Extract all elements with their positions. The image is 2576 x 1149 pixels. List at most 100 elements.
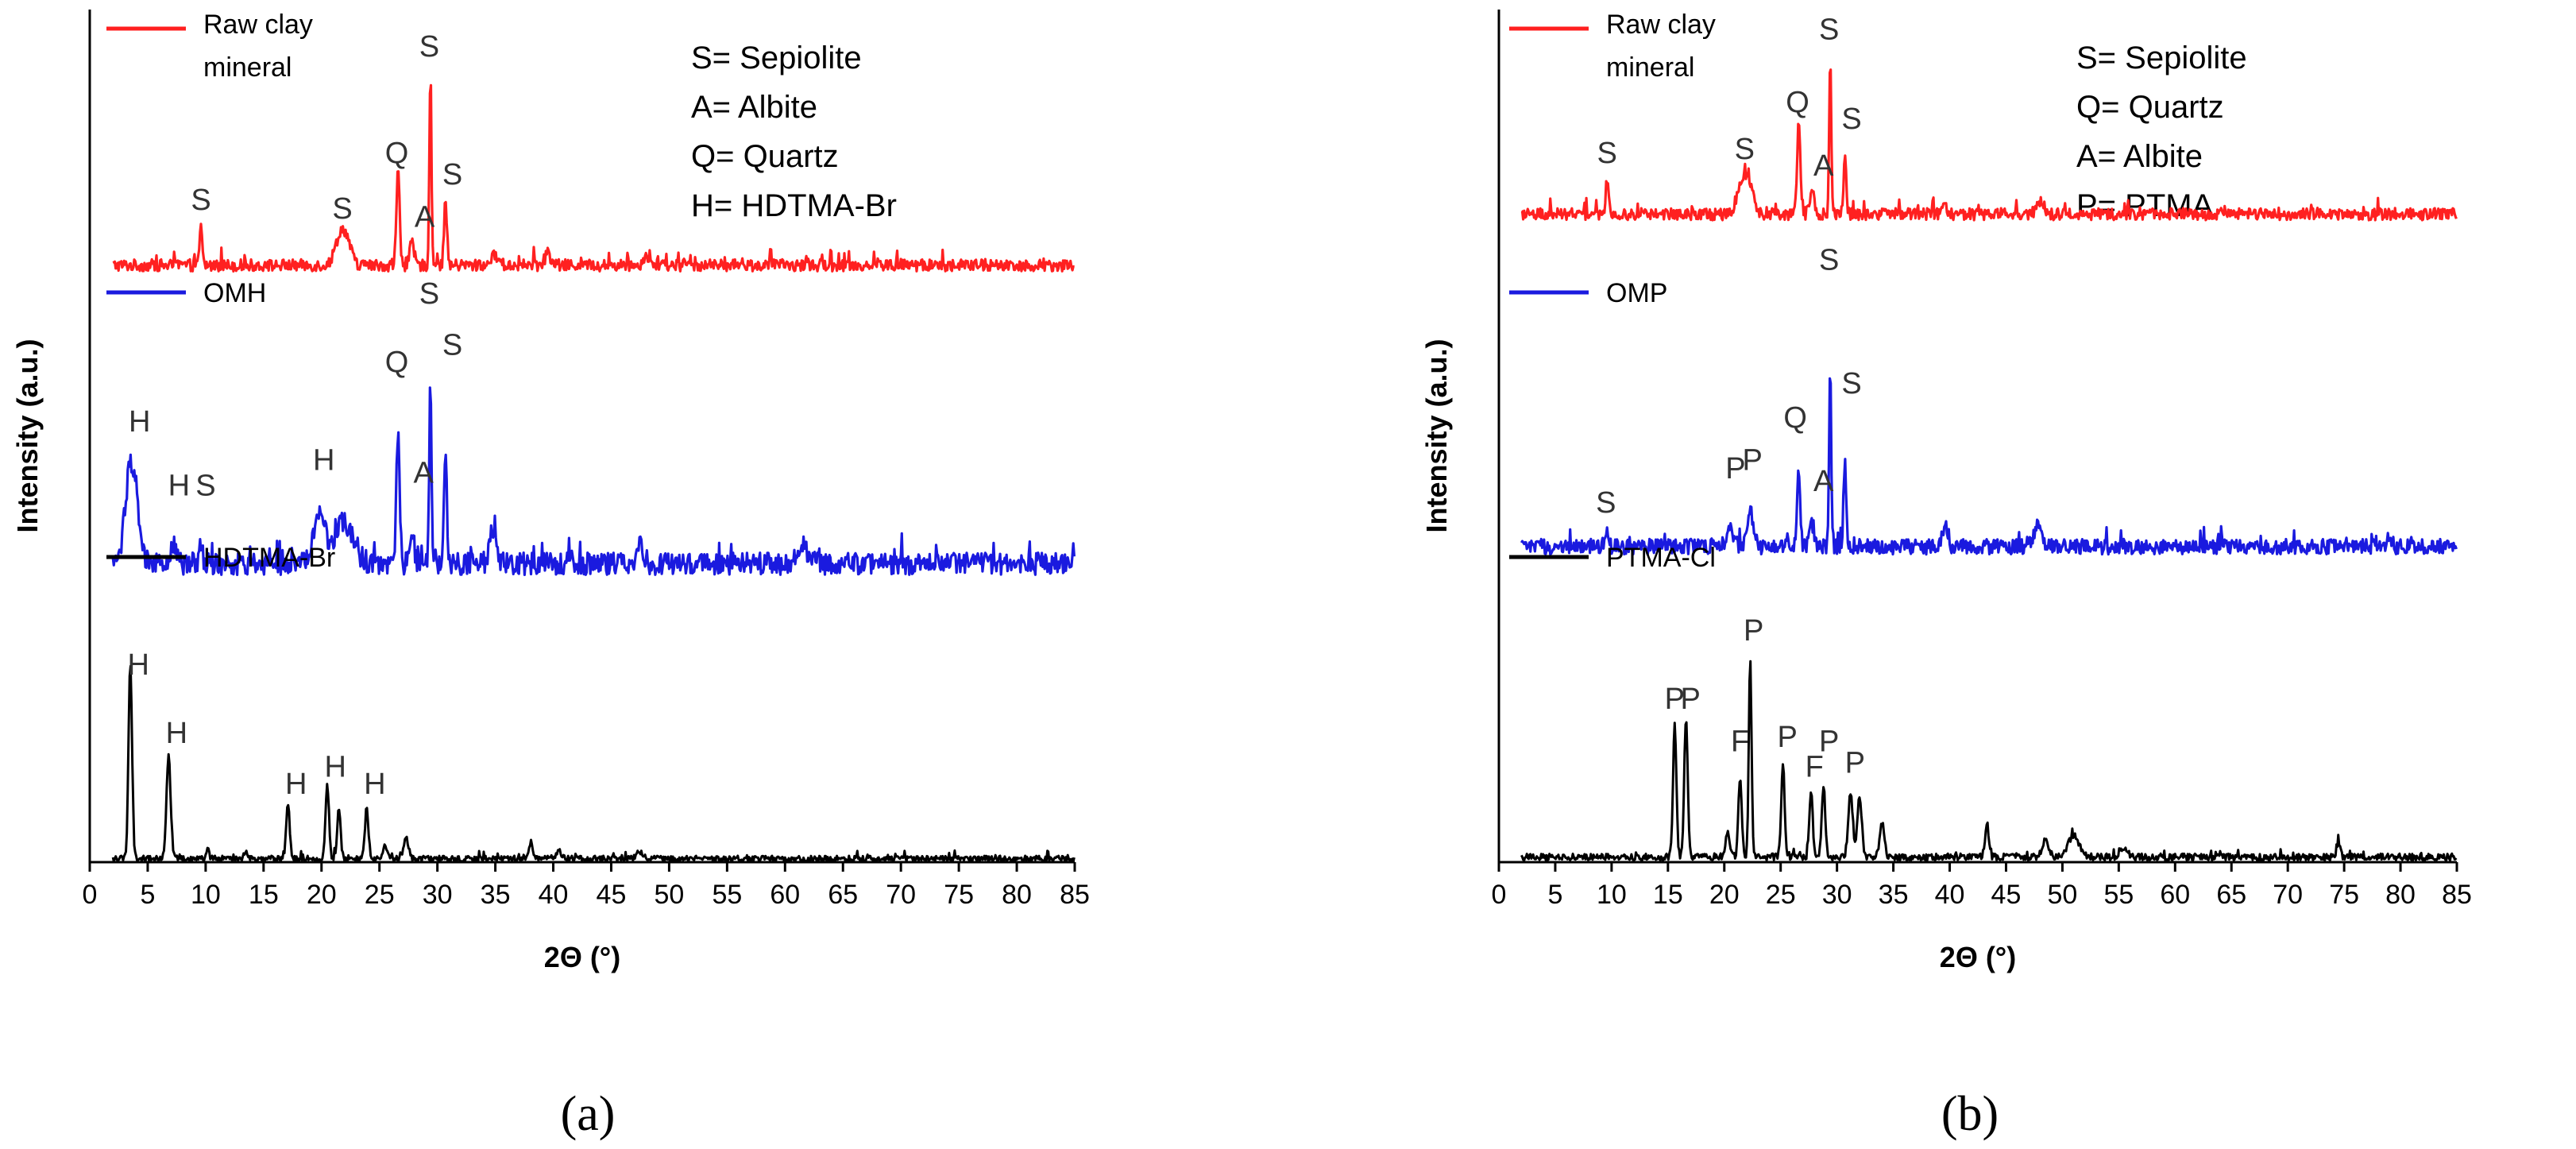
peak-label: S: [1596, 486, 1616, 520]
peak-label: S: [419, 30, 439, 64]
peak-label: A: [1813, 465, 1834, 498]
peak-label: P: [1845, 746, 1865, 780]
peak-label: A: [1813, 149, 1834, 183]
peak-label: S: [1841, 367, 1861, 400]
x-axis-title: 2Θ (°): [544, 941, 620, 973]
x-tick-label: 10: [1597, 880, 1627, 910]
x-tick-label: 55: [2103, 880, 2134, 910]
peak-label: Q: [1783, 401, 1807, 435]
peak-label: P: [1744, 614, 1763, 648]
x-tick-label: 65: [2216, 880, 2246, 910]
x-tick-label: 80: [2385, 880, 2416, 910]
x-tick-label: 20: [1709, 880, 1740, 910]
peak-label: P: [1819, 725, 1839, 759]
x-tick-label: 60: [2160, 880, 2190, 910]
x-tick-label: 30: [1822, 880, 1852, 910]
peak-label: H: [166, 717, 187, 750]
peak-label: S: [442, 329, 462, 362]
x-tick-label: 70: [2273, 880, 2303, 910]
peak-label: S: [442, 158, 462, 192]
peak-label: H: [168, 470, 190, 503]
chart-panel-a: 0 5 10 15 20 25 30 35 40 45 50 55 60 65 70 75 80 85 2Θ (°)…: [11, 10, 1090, 1141]
legend-label: mineral: [1606, 52, 1694, 83]
peak-label: H: [364, 768, 385, 801]
peak-label: S: [1735, 133, 1755, 166]
legend-label: mineral: [203, 52, 292, 83]
x-tick-label: 35: [1879, 880, 1909, 910]
x-tick-label: 15: [249, 880, 279, 910]
x-tick-label: 5: [140, 880, 155, 910]
peak-label: S: [419, 277, 439, 311]
key-entry: S= Sepiolite: [691, 41, 862, 75]
x-tick-label: 65: [828, 880, 858, 910]
peak-label: H: [325, 751, 346, 784]
legend-label: OMP: [1606, 278, 1667, 308]
key-entry: S= Sepiolite: [2076, 41, 2247, 75]
x-tick-label: 25: [365, 880, 395, 910]
peak-label: S: [195, 470, 215, 503]
peak-label: S: [1819, 14, 1839, 47]
chart-panel-b: 0 5 10 15 20 25 30 35 40 45 50 55 60 65 70 75 80 85 2Θ (°)…: [1420, 10, 2472, 1141]
legend-label: PTMA-Cl: [1606, 543, 1716, 573]
series-trace: [1520, 660, 2458, 862]
peak-label: S: [332, 192, 352, 226]
peak-label: Q: [385, 137, 409, 170]
series-trace: [111, 386, 1076, 577]
x-tick-label: 45: [597, 880, 627, 910]
series-trace: [111, 664, 1076, 863]
x-tick-label: 45: [1991, 880, 2022, 910]
peak-label: P: [1681, 683, 1701, 716]
legend-label: OMH: [203, 278, 266, 308]
x-tick-label: 40: [1935, 880, 1965, 910]
series-trace: [1520, 377, 2458, 556]
x-tick-label: 50: [2047, 880, 2077, 910]
peak-label: F: [1731, 725, 1749, 759]
x-tick-label: 35: [481, 880, 511, 910]
key-entry: Q= Quartz: [2076, 90, 2224, 125]
x-axis-title: 2Θ (°): [1940, 941, 2016, 973]
legend-label: Raw clay: [203, 10, 313, 40]
x-tick-label: 55: [712, 880, 742, 910]
y-axis-title: Intensity (a.u.): [1420, 339, 1453, 532]
peak-label: P: [1778, 721, 1798, 754]
key-entry: H= HDTMA-Br: [691, 188, 897, 223]
peak-label: H: [128, 648, 149, 682]
x-tick-label: 15: [1653, 880, 1683, 910]
x-tick-label: 25: [1766, 880, 1796, 910]
peak-label: S: [1841, 103, 1861, 136]
x-tick-label: 50: [654, 880, 684, 910]
peak-label: P: [1725, 452, 1745, 486]
x-tick-label: 80: [1002, 880, 1032, 910]
x-tick-label: 85: [2442, 880, 2472, 910]
peak-label: A: [415, 201, 435, 234]
x-tick-label: 40: [539, 880, 569, 910]
x-tick-label: 75: [2329, 880, 2359, 910]
peak-label: S: [191, 184, 210, 217]
x-tick-label: 30: [423, 880, 453, 910]
peak-label: H: [129, 405, 150, 439]
x-tick-label: 0: [83, 880, 98, 910]
peak-label: F: [1806, 751, 1824, 784]
peak-label: S: [1597, 137, 1617, 170]
x-tick-label: 10: [191, 880, 221, 910]
series-trace: [112, 83, 1076, 273]
legend-label: Raw clay: [1606, 10, 1716, 40]
x-tick-label: 60: [770, 880, 800, 910]
x-tick-label: 75: [944, 880, 974, 910]
panel-label: (b): [1941, 1087, 1999, 1141]
legend-label: HDTMA-Br: [203, 543, 335, 573]
peak-label: Q: [1786, 86, 1809, 119]
key-entry: A= Albite: [2076, 139, 2203, 174]
x-tick-label: 0: [1492, 880, 1507, 910]
x-tick-label: 20: [307, 880, 337, 910]
peak-label: S: [1819, 243, 1839, 277]
panel-label: (a): [561, 1087, 616, 1141]
peak-label: P: [1665, 683, 1685, 716]
